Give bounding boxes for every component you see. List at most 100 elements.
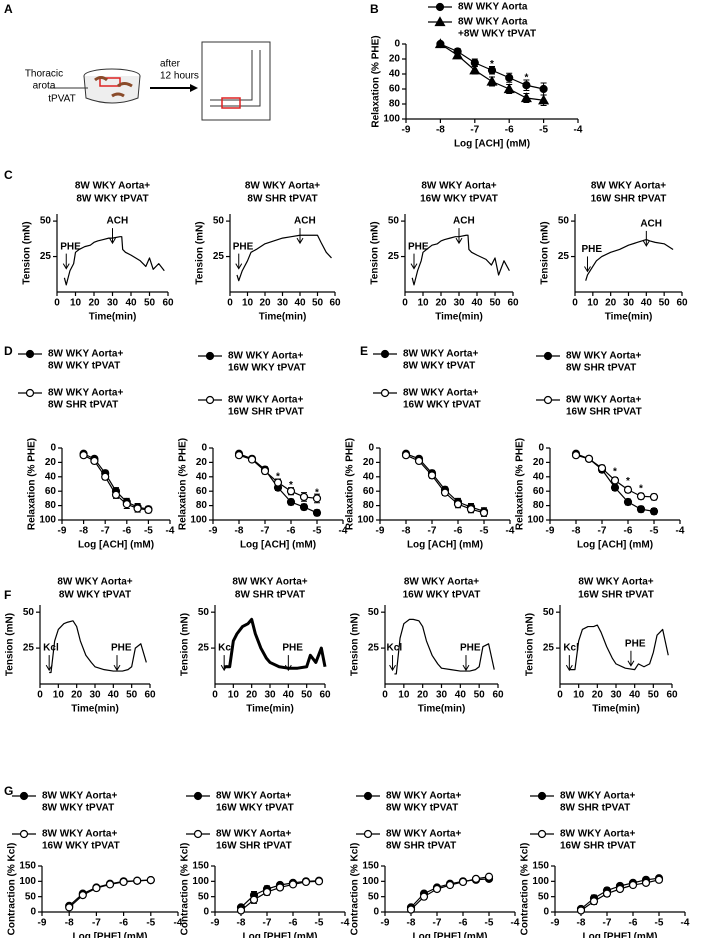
- y-tick-label: 0: [543, 907, 549, 918]
- marker: [649, 507, 659, 516]
- annotation-arrowhead: [455, 237, 463, 245]
- marker: [602, 889, 612, 898]
- annotation: ACH: [294, 216, 316, 227]
- x-tick-label: 0: [227, 298, 233, 309]
- marker: [273, 478, 283, 487]
- marker: [445, 880, 455, 890]
- legend-label: 8W WKY Aorta+: [386, 791, 461, 802]
- annotation-arrowhead: [220, 664, 228, 672]
- y-tick-label: 50: [538, 891, 550, 902]
- x-tick-label: 30: [264, 690, 276, 701]
- legend-label: 8W WKY Aorta+: [42, 829, 117, 840]
- marker: [133, 504, 142, 513]
- x-tick-label: -7: [261, 526, 270, 537]
- annotation: PHE: [60, 241, 81, 252]
- x-tick-label: -7: [263, 918, 272, 929]
- marker: [288, 880, 298, 889]
- x-axis-label: Log [PHE] (mM): [583, 932, 658, 938]
- annotation-arrowhead: [584, 266, 591, 273]
- y-tick-label: 80: [363, 500, 375, 511]
- annotation: *: [626, 476, 630, 487]
- x-tick-label: 10: [242, 298, 254, 309]
- chart-title: 16W WKY tPVAT: [403, 590, 481, 601]
- y-axis-label: Tension (mN): [540, 221, 551, 284]
- marker: [119, 877, 128, 887]
- y-tick-label: 80: [196, 500, 208, 511]
- x-tick-label: -8: [402, 526, 411, 537]
- x-tick-label: -7: [433, 918, 442, 929]
- annotation: ACH: [107, 216, 129, 227]
- marker: [636, 505, 646, 514]
- x-tick-label: -8: [235, 526, 244, 537]
- annotation-arrowhead: [109, 237, 116, 245]
- legend-marker: [543, 395, 553, 405]
- x-tick-label: -5: [539, 125, 548, 136]
- y-tick-label: 100: [527, 515, 544, 526]
- annotation: *: [490, 59, 494, 70]
- y-tick-label: 150: [19, 861, 36, 872]
- x-tick-label: 40: [455, 690, 467, 701]
- chart-title: 8W WKY Aorta+: [591, 181, 666, 192]
- x-tick-label: 40: [108, 690, 120, 701]
- y-tick-label: 60: [363, 486, 375, 497]
- x-tick-label: 10: [53, 690, 65, 701]
- x-tick-label: -7: [470, 125, 479, 136]
- marker: [636, 492, 646, 501]
- y-tick-label: 100: [357, 515, 374, 526]
- y-tick-label: 25: [543, 643, 555, 654]
- x-tick-label: 40: [283, 690, 295, 701]
- hook: [210, 50, 261, 107]
- trace-line: [585, 238, 674, 281]
- x-tick-label: -9: [546, 526, 555, 537]
- x-tick-label: -4: [574, 125, 583, 136]
- marker: [299, 502, 309, 512]
- x-tick-label: -5: [655, 918, 664, 929]
- marker: [275, 883, 285, 892]
- marker: [471, 874, 481, 883]
- marker: [610, 483, 620, 492]
- y-tick-label: 150: [362, 861, 379, 872]
- x-tick-label: -8: [237, 918, 246, 929]
- marker: [641, 878, 651, 887]
- x-tick-label: 60: [329, 298, 341, 309]
- x-tick-label: -9: [211, 918, 220, 929]
- panel-label: E: [360, 344, 368, 358]
- x-tick-label: 20: [88, 298, 100, 309]
- y-tick-label: 100: [532, 876, 549, 887]
- x-tick-label: 50: [312, 298, 324, 309]
- chart-title: 16W SHR tPVAT: [578, 590, 654, 601]
- legend-label: 8W SHR tPVAT: [560, 803, 630, 814]
- y-tick-label: 0: [203, 907, 209, 918]
- y-tick-label: 50: [213, 216, 225, 227]
- trace-line: [63, 236, 165, 286]
- y-tick-label: 100: [19, 876, 36, 887]
- x-tick-label: 0: [212, 690, 218, 701]
- x-tick-label: 40: [294, 298, 306, 309]
- marker: [406, 905, 416, 914]
- marker: [146, 876, 155, 885]
- legend-label: 8W WKY Aorta+: [216, 791, 291, 802]
- x-tick-label: 10: [70, 298, 82, 309]
- x-tick-label: -4: [174, 918, 183, 929]
- legend-marker: [434, 16, 446, 27]
- annotation: ACH: [453, 216, 475, 227]
- x-tick-label: 50: [126, 690, 138, 701]
- x-tick-label: 60: [676, 298, 688, 309]
- x-tick-label: 50: [489, 298, 501, 309]
- x-tick-label: -8: [65, 918, 74, 929]
- x-tick-label: 50: [474, 690, 486, 701]
- x-tick-label: -6: [287, 526, 296, 537]
- x-tick-label: 30: [610, 690, 622, 701]
- x-tick-label: 0: [382, 690, 388, 701]
- y-axis-label: Tension (mN): [525, 613, 536, 676]
- y-tick-label: 100: [39, 515, 56, 526]
- marker: [466, 505, 476, 514]
- marker: [486, 75, 498, 86]
- y-tick-label: 100: [362, 876, 379, 887]
- y-axis-label: Tension (mN): [195, 221, 206, 284]
- y-tick-label: 0: [30, 907, 36, 918]
- y-tick-label: 40: [363, 471, 375, 482]
- legend-marker: [25, 349, 35, 359]
- legend-label: 8W WKY tPVAT: [48, 361, 120, 372]
